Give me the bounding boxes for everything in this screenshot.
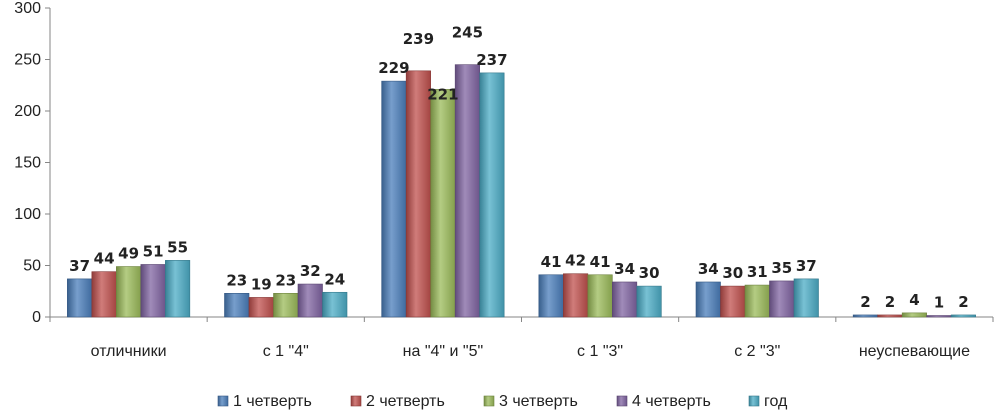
bar <box>950 314 976 318</box>
bar <box>538 274 564 318</box>
bar <box>901 312 927 318</box>
bar <box>793 278 819 318</box>
bar <box>926 315 952 318</box>
legend-label: год <box>764 393 788 410</box>
data-label: 42 <box>565 252 586 270</box>
bar <box>248 297 274 318</box>
data-label: 37 <box>796 257 817 275</box>
bar <box>297 283 323 318</box>
bar <box>224 293 250 318</box>
y-tick-label: 300 <box>14 0 41 17</box>
y-tick-label: 0 <box>32 309 41 326</box>
data-label: 245 <box>452 24 483 42</box>
bar <box>273 293 299 318</box>
y-tick-label: 50 <box>23 258 41 275</box>
data-label: 32 <box>300 262 321 280</box>
bar <box>744 284 770 318</box>
x-tick-label: с 1 "4" <box>263 343 309 360</box>
y-tick-label: 100 <box>14 206 41 223</box>
data-label: 23 <box>275 271 296 289</box>
data-label: 55 <box>167 238 188 256</box>
data-label: 221 <box>427 85 458 103</box>
legend-item: год <box>748 393 788 410</box>
legend-label: 3 четверть <box>499 393 578 410</box>
bar <box>116 266 142 318</box>
data-label: 44 <box>94 250 115 268</box>
x-tick-label: с 2 "3" <box>734 343 780 360</box>
x-tick-label: отличники <box>91 343 167 360</box>
y-tick-label: 200 <box>14 103 41 120</box>
x-tick-label: неуспевающие <box>859 343 970 360</box>
data-label: 35 <box>771 259 792 277</box>
bars <box>67 64 976 318</box>
y-tick-label: 150 <box>14 155 41 172</box>
data-label: 4 <box>909 291 919 309</box>
data-label: 19 <box>251 275 272 293</box>
data-label: 41 <box>541 253 562 271</box>
data-label: 31 <box>747 263 768 281</box>
legend-item: 1 четверть <box>217 393 312 410</box>
legend-item: 4 четверть <box>616 393 711 410</box>
bar <box>165 260 191 318</box>
bar <box>769 280 795 318</box>
x-tick-label: на "4" и "5" <box>403 343 484 360</box>
y-tick-label: 250 <box>14 52 41 69</box>
bar <box>636 285 662 318</box>
bar <box>322 291 348 318</box>
data-label: 239 <box>403 30 434 48</box>
legend-swatch <box>616 395 628 407</box>
bar <box>563 273 589 318</box>
x-tick-label: с 1 "3" <box>577 343 623 360</box>
data-label: 2 <box>885 293 895 311</box>
bar <box>695 281 721 318</box>
bar <box>67 278 93 318</box>
data-label: 2 <box>958 293 968 311</box>
data-label: 1 <box>934 294 944 312</box>
data-label: 49 <box>118 245 139 263</box>
data-label: 229 <box>378 59 409 77</box>
bar <box>720 285 746 318</box>
bar <box>612 281 638 318</box>
data-label: 34 <box>698 260 719 278</box>
legend-label: 4 четверть <box>632 393 711 410</box>
bar <box>405 70 431 318</box>
legend-item: 2 четверть <box>350 393 445 410</box>
bar <box>479 72 505 318</box>
data-label: 30 <box>722 264 743 282</box>
data-label: 41 <box>590 253 611 271</box>
legend-swatch <box>217 395 229 407</box>
data-label: 34 <box>614 260 635 278</box>
data-label: 37 <box>69 257 90 275</box>
data-label: 30 <box>639 264 660 282</box>
data-label: 24 <box>324 270 345 288</box>
bar <box>877 314 903 318</box>
bar <box>587 274 613 318</box>
data-label: 2 <box>860 293 870 311</box>
legend: 1 четверть 2 четверть 3 четверть 4 четверть… <box>217 393 788 410</box>
bar <box>381 80 407 318</box>
bar <box>430 89 456 318</box>
legend-item: 3 четверть <box>483 393 578 410</box>
data-label: 237 <box>476 51 507 69</box>
bar <box>852 314 878 318</box>
data-label: 23 <box>226 271 247 289</box>
legend-label: 2 четверть <box>366 393 445 410</box>
legend-swatch <box>350 395 362 407</box>
legend-swatch <box>748 395 760 407</box>
bar <box>454 64 480 318</box>
data-label: 51 <box>143 242 164 260</box>
bar <box>91 271 117 318</box>
bar <box>140 264 166 318</box>
legend-label: 1 четверть <box>233 393 312 410</box>
legend-swatch <box>483 395 495 407</box>
axes: 0 50 100 150 200 250 300 отличники с 1 "4" на "4"… <box>14 0 994 360</box>
